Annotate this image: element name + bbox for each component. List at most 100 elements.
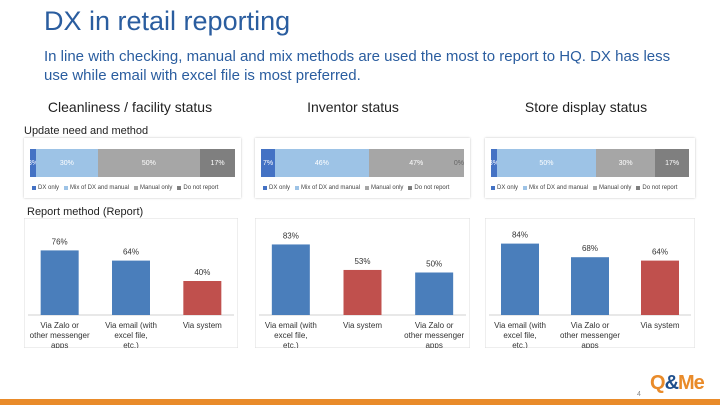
bar-value-label: 50%	[426, 260, 442, 269]
legend-item: Mix of DX and manual	[295, 185, 360, 191]
stack-segment-label: 17%	[210, 159, 225, 167]
legend-swatch	[365, 186, 370, 190]
category-label: Via system	[641, 321, 680, 330]
stack-segment-label: 7%	[263, 159, 274, 167]
chart-title-cleanliness: Cleanliness / facility status	[47, 99, 213, 115]
bar-value-label: 83%	[283, 231, 299, 240]
stack-segment-label: 3%	[488, 159, 500, 167]
stack-segment: 7%	[261, 149, 276, 177]
stack-panel-inventory: 7% 46% 47% 0% DX only Mix of DX and manual Ma…	[255, 138, 470, 198]
report-chart-display: 84% Via email (with excel file, etc.) 68% Via…	[485, 218, 695, 348]
chart-title-display: Store display status	[524, 99, 648, 115]
stack-segment-label: 30%	[618, 159, 633, 167]
legend-item: Do not report	[408, 185, 449, 191]
stack-segment: 30%	[595, 149, 656, 177]
stack-segment: 46%	[275, 149, 369, 177]
stack-segment: 3%	[488, 149, 500, 177]
footer-accent-bar	[0, 399, 720, 405]
stack-segment-label: 0%	[453, 159, 464, 167]
stack-segment: 17%	[200, 149, 235, 177]
slide-title: DX in retail reporting	[44, 6, 291, 36]
stack-panel-cleanliness: 3% 30% 50% 17% DX only Mix of DX and manual M…	[24, 138, 241, 198]
legend-item: Do not report	[177, 185, 218, 191]
bar-value-label: 53%	[354, 257, 370, 266]
legend-swatch	[263, 186, 267, 190]
legend-item: Manual only	[593, 185, 631, 191]
bar-value-label: 84%	[512, 231, 528, 240]
legend-label: Mix of DX and manual	[529, 185, 589, 191]
stack-bar-display: 3% 50% 30% 17%	[488, 149, 689, 177]
stack-segment-label: 30%	[59, 159, 74, 167]
bar-value-label: 68%	[582, 244, 598, 253]
legend-label: Manual only	[371, 185, 404, 191]
category-label: Via Zalo or other messenger apps	[560, 321, 620, 348]
legend-swatch	[593, 186, 598, 190]
legend-label: Do not report	[414, 185, 450, 191]
stack-segment: 47%	[368, 149, 464, 177]
bar	[415, 272, 454, 315]
bar	[641, 260, 679, 315]
bar	[40, 250, 79, 315]
bar	[501, 243, 539, 315]
category-label: Via email (with excel file, etc.)	[494, 321, 546, 348]
stack-segment-label: 3%	[28, 159, 39, 167]
legend-label: Mix of DX and manual	[70, 185, 130, 191]
legend-item: Manual only	[365, 185, 403, 191]
legend-label: DX only	[38, 185, 60, 191]
stack-segment-label: 50%	[141, 159, 156, 167]
stack-segment: 3%	[28, 149, 39, 177]
bar-value-label: 64%	[652, 248, 668, 257]
legend-swatch	[491, 186, 495, 190]
bar-value-label: 40%	[194, 268, 210, 277]
slide-subtitle: In line with checking, manual and mix me…	[44, 48, 671, 84]
report-chart-cleanliness: 76% Via Zalo or other messenger apps 64% Via …	[24, 218, 238, 348]
stack-segment-label: 46%	[314, 159, 329, 167]
page-number: 4	[637, 391, 641, 398]
legend-swatch	[32, 186, 36, 190]
legend-label: Manual only	[599, 185, 632, 191]
category-label: Via email (with excel file, etc.)	[105, 321, 157, 348]
stack-legend-inventory: DX only Mix of DX and manual Manual only Do…	[263, 185, 449, 191]
legend-label: DX only	[269, 185, 291, 191]
stack-legend-cleanliness: DX only Mix of DX and manual Manual only Do…	[32, 185, 218, 191]
legend-label: Mix of DX and manual	[301, 185, 361, 191]
chart-title-inventory: Inventor status	[307, 99, 399, 115]
bar	[571, 257, 609, 315]
legend-item: Mix of DX and manual	[523, 185, 588, 191]
stack-legend-display: DX only Mix of DX and manual Manual only Do…	[491, 185, 677, 191]
stack-segment-label: 17%	[665, 159, 680, 167]
legend-item: DX only	[263, 185, 290, 191]
section-report-label: Report method (Report)	[27, 206, 144, 218]
stack-segment: 17%	[655, 149, 689, 177]
legend-item: Manual only	[134, 185, 172, 191]
stack-bar-inventory: 7% 46% 47% 0%	[261, 149, 464, 177]
legend-label: Manual only	[140, 185, 173, 191]
stack-segment: 30%	[36, 149, 98, 177]
stack-panel-display: 3% 50% 30% 17% DX only Mix of DX and manual M…	[485, 138, 695, 198]
stack-segment-label: 47%	[409, 159, 424, 167]
bar	[271, 244, 310, 315]
bar-value-label: 76%	[52, 237, 68, 246]
legend-swatch	[134, 186, 139, 190]
stack-segment: 50%	[496, 149, 596, 177]
report-chart-inventory: 83% Via email (with excel file, etc.) 53% Via…	[255, 218, 470, 348]
legend-swatch	[408, 186, 413, 190]
bar	[183, 281, 222, 315]
bar	[343, 269, 382, 315]
legend-label: Do not report	[642, 185, 678, 191]
category-label: Via Zalo or other messenger apps	[404, 321, 464, 348]
legend-item: DX only	[491, 185, 518, 191]
legend-swatch	[523, 186, 528, 190]
legend-swatch	[636, 186, 641, 190]
section-update-label: Update need and method	[24, 125, 149, 137]
legend-label: DX only	[497, 185, 519, 191]
bar	[112, 260, 150, 315]
category-label: Via email (with excel file, etc.)	[265, 321, 317, 348]
stack-bar-cleanliness: 3% 30% 50% 17%	[28, 149, 235, 177]
category-label: Via Zalo or other messenger apps	[30, 321, 90, 348]
category-label: Via system	[183, 321, 222, 330]
stack-segment-label: 50%	[539, 159, 554, 167]
legend-label: Do not report	[183, 185, 219, 191]
legend-swatch	[177, 186, 182, 190]
bar-value-label: 64%	[123, 248, 139, 257]
